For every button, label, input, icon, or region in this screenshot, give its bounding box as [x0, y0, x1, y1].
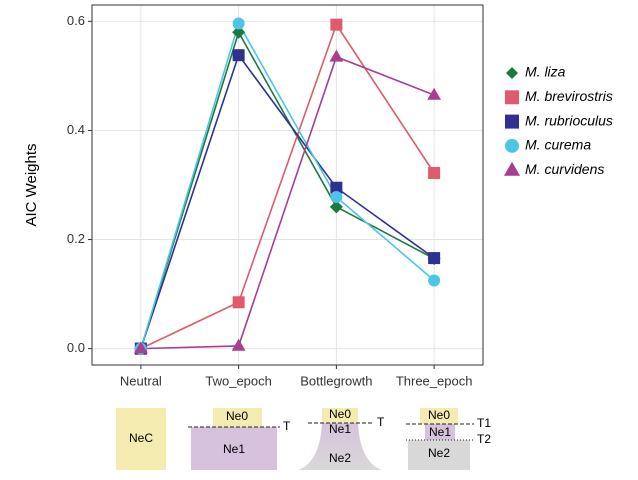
- model-label: T1: [477, 416, 491, 430]
- marker: [505, 90, 519, 104]
- marker: [505, 139, 519, 153]
- marker: [233, 49, 245, 61]
- marker: [232, 339, 246, 351]
- model-label: NeC: [129, 431, 153, 445]
- plot-frame: [92, 5, 483, 365]
- legend-label: M. brevirostris: [525, 88, 613, 104]
- marker: [233, 296, 245, 308]
- model-label: Ne2: [329, 451, 351, 465]
- x-tick-label: Neutral: [120, 373, 162, 388]
- model-label: Ne1: [223, 442, 245, 456]
- y-axis-label: AIC Weights: [23, 143, 40, 226]
- chart: AIC Weights NeC Ne0 Ne1 T Ne0 Ne1 Ne2 T …: [0, 0, 638, 475]
- model-label: Ne1: [329, 422, 351, 436]
- model-label: Ne2: [428, 446, 450, 460]
- series-line: [141, 24, 434, 349]
- x-tick-label: Bottlegrowth: [300, 373, 372, 388]
- marker: [330, 191, 342, 203]
- marker: [428, 167, 440, 179]
- marker: [506, 67, 518, 79]
- model-label: Ne0: [226, 409, 248, 423]
- x-tick-label: Two_epoch: [205, 373, 272, 388]
- marker: [505, 115, 519, 129]
- y-tick-label: 0.2: [67, 231, 85, 246]
- marker: [428, 252, 440, 264]
- marker: [428, 274, 440, 286]
- marker: [233, 18, 245, 30]
- model-label: Ne0: [329, 407, 351, 421]
- model-label: T2: [477, 432, 491, 446]
- legend-label: M. rubrioculus: [525, 112, 613, 128]
- model-label: Ne1: [429, 425, 451, 439]
- model-label: T: [377, 415, 385, 429]
- series-line: [141, 25, 434, 349]
- y-tick-label: 0.0: [67, 340, 85, 355]
- marker: [330, 19, 342, 31]
- legend-label: M. curvidens: [525, 161, 604, 177]
- y-tick-label: 0.6: [67, 13, 85, 28]
- marker: [504, 162, 520, 176]
- y-tick-label: 0.4: [67, 122, 85, 137]
- legend-label: M. liza: [525, 64, 566, 80]
- series-line: [141, 32, 434, 348]
- model-label: Ne0: [428, 408, 450, 422]
- x-tick-label: Three_epoch: [396, 373, 473, 388]
- model-diagrams: NeC Ne0 Ne1 T Ne0 Ne1 Ne2 T Ne0 Ne1 Ne2 …: [116, 407, 491, 470]
- marker: [329, 50, 343, 62]
- legend-label: M. curema: [525, 137, 591, 153]
- model-label: T: [283, 419, 291, 433]
